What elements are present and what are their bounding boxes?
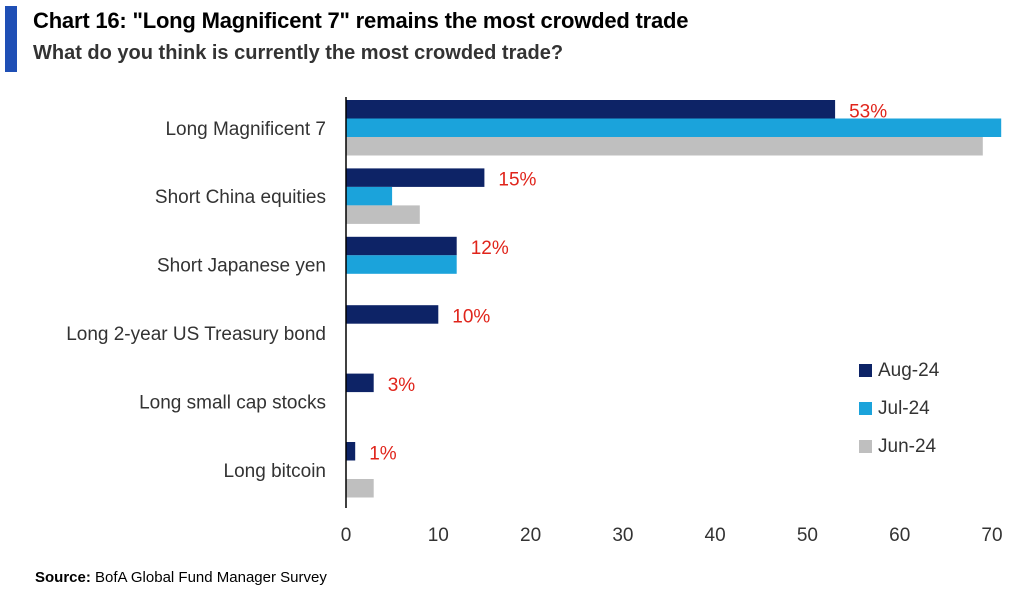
category-label-short-japanese-yen: Short Japanese yen bbox=[157, 256, 326, 277]
legend-swatch-jun-24 bbox=[859, 440, 872, 453]
chart-subtitle: What do you think is currently the most … bbox=[33, 42, 564, 64]
bar-jun-24-long-magnificent-7 bbox=[346, 137, 983, 156]
legend-label-jul-24: Jul-24 bbox=[878, 398, 930, 419]
source-label: Source: bbox=[35, 569, 91, 586]
category-label-long-bitcoin: Long bitcoin bbox=[224, 461, 326, 482]
bar-aug-24-long-magnificent-7 bbox=[346, 100, 836, 119]
legend-swatch-jul-24 bbox=[859, 402, 872, 415]
data-label-long-bitcoin: 1% bbox=[369, 443, 397, 464]
bar-aug-24-long-bitcoin bbox=[346, 442, 356, 461]
x-tick-label-50: 50 bbox=[797, 525, 818, 546]
bar-jun-24-long-bitcoin bbox=[346, 479, 374, 498]
bar-aug-24-short-japanese-yen bbox=[346, 236, 457, 256]
data-label-long-2-year-us-treasury-bond: 10% bbox=[452, 307, 490, 328]
legend-label-jun-24: Jun-24 bbox=[878, 436, 937, 457]
bar-jul-24-short-japanese-yen bbox=[346, 255, 457, 274]
category-label-short-china-equities: Short China equities bbox=[155, 187, 326, 208]
category-label-long-2-year-us-treasury-bond: Long 2-year US Treasury bond bbox=[66, 324, 326, 345]
category-label-long-small-cap-stocks: Long small cap stocks bbox=[139, 392, 326, 413]
source-note: Source: BofA Global Fund Manager Survey bbox=[35, 569, 327, 586]
category-label-long-magnificent-7: Long Magnificent 7 bbox=[165, 119, 326, 140]
data-label-short-japanese-yen: 12% bbox=[471, 238, 509, 259]
x-tick-label-0: 0 bbox=[341, 525, 352, 546]
bar-jul-24-short-china-equities bbox=[346, 186, 393, 206]
x-tick-label-30: 30 bbox=[612, 525, 633, 546]
x-tick-label-70: 70 bbox=[981, 525, 1002, 546]
data-label-short-china-equities: 15% bbox=[498, 170, 536, 191]
legend-swatch-aug-24 bbox=[859, 364, 872, 377]
bar-aug-24-long-2-year-us-treasury-bond bbox=[346, 305, 439, 324]
data-label-long-magnificent-7: 53% bbox=[849, 101, 887, 122]
x-tick-label-10: 10 bbox=[428, 525, 449, 546]
legend-label-aug-24: Aug-24 bbox=[878, 360, 940, 381]
x-tick-label-60: 60 bbox=[889, 525, 910, 546]
bar-jun-24-short-china-equities bbox=[346, 205, 420, 224]
source-text: BofA Global Fund Manager Survey bbox=[95, 569, 327, 586]
data-label-long-small-cap-stocks: 3% bbox=[388, 375, 416, 396]
title-accent-bar bbox=[5, 6, 17, 72]
chart-title: Chart 16: "Long Magnificent 7" remains t… bbox=[33, 8, 689, 33]
bar-aug-24-short-china-equities bbox=[346, 168, 485, 187]
x-tick-label-40: 40 bbox=[705, 525, 726, 546]
bar-aug-24-long-small-cap-stocks bbox=[346, 373, 374, 393]
x-tick-label-20: 20 bbox=[520, 525, 541, 546]
bar-jul-24-long-magnificent-7 bbox=[346, 118, 1002, 137]
